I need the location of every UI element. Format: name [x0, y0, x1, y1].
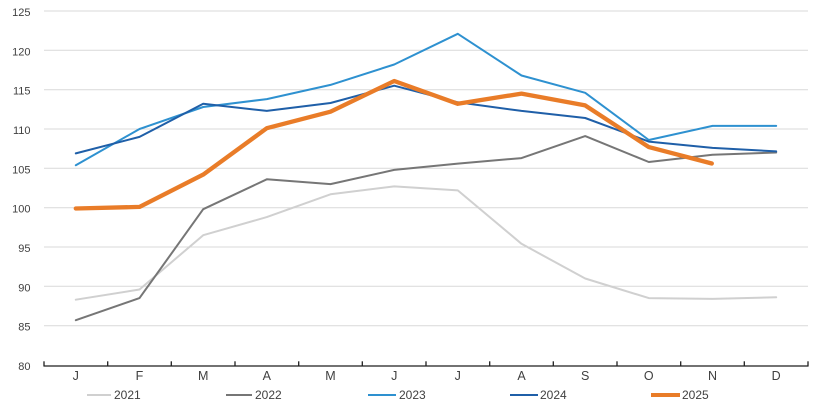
svg-text:120: 120	[12, 46, 30, 58]
svg-text:95: 95	[18, 243, 30, 255]
svg-text:2022: 2022	[255, 388, 282, 402]
svg-text:M: M	[198, 369, 208, 383]
svg-text:A: A	[517, 369, 526, 383]
svg-text:2021: 2021	[114, 388, 141, 402]
svg-text:100: 100	[12, 204, 30, 216]
svg-text:80: 80	[18, 361, 30, 373]
svg-text:F: F	[136, 369, 144, 383]
svg-text:M: M	[325, 369, 335, 383]
svg-text:D: D	[772, 369, 781, 383]
svg-text:J: J	[455, 369, 461, 383]
svg-text:S: S	[581, 369, 589, 383]
svg-text:2024: 2024	[540, 388, 567, 402]
svg-text:O: O	[644, 369, 654, 383]
svg-text:105: 105	[12, 164, 30, 176]
svg-text:A: A	[263, 369, 272, 383]
svg-text:125: 125	[12, 7, 30, 19]
svg-text:N: N	[708, 369, 717, 383]
svg-text:90: 90	[18, 282, 30, 294]
svg-text:J: J	[391, 369, 397, 383]
svg-text:2023: 2023	[399, 388, 426, 402]
svg-text:85: 85	[18, 322, 30, 334]
svg-text:2025: 2025	[682, 388, 709, 402]
svg-text:115: 115	[13, 86, 31, 98]
svg-text:110: 110	[13, 125, 31, 137]
svg-text:J: J	[73, 369, 79, 383]
